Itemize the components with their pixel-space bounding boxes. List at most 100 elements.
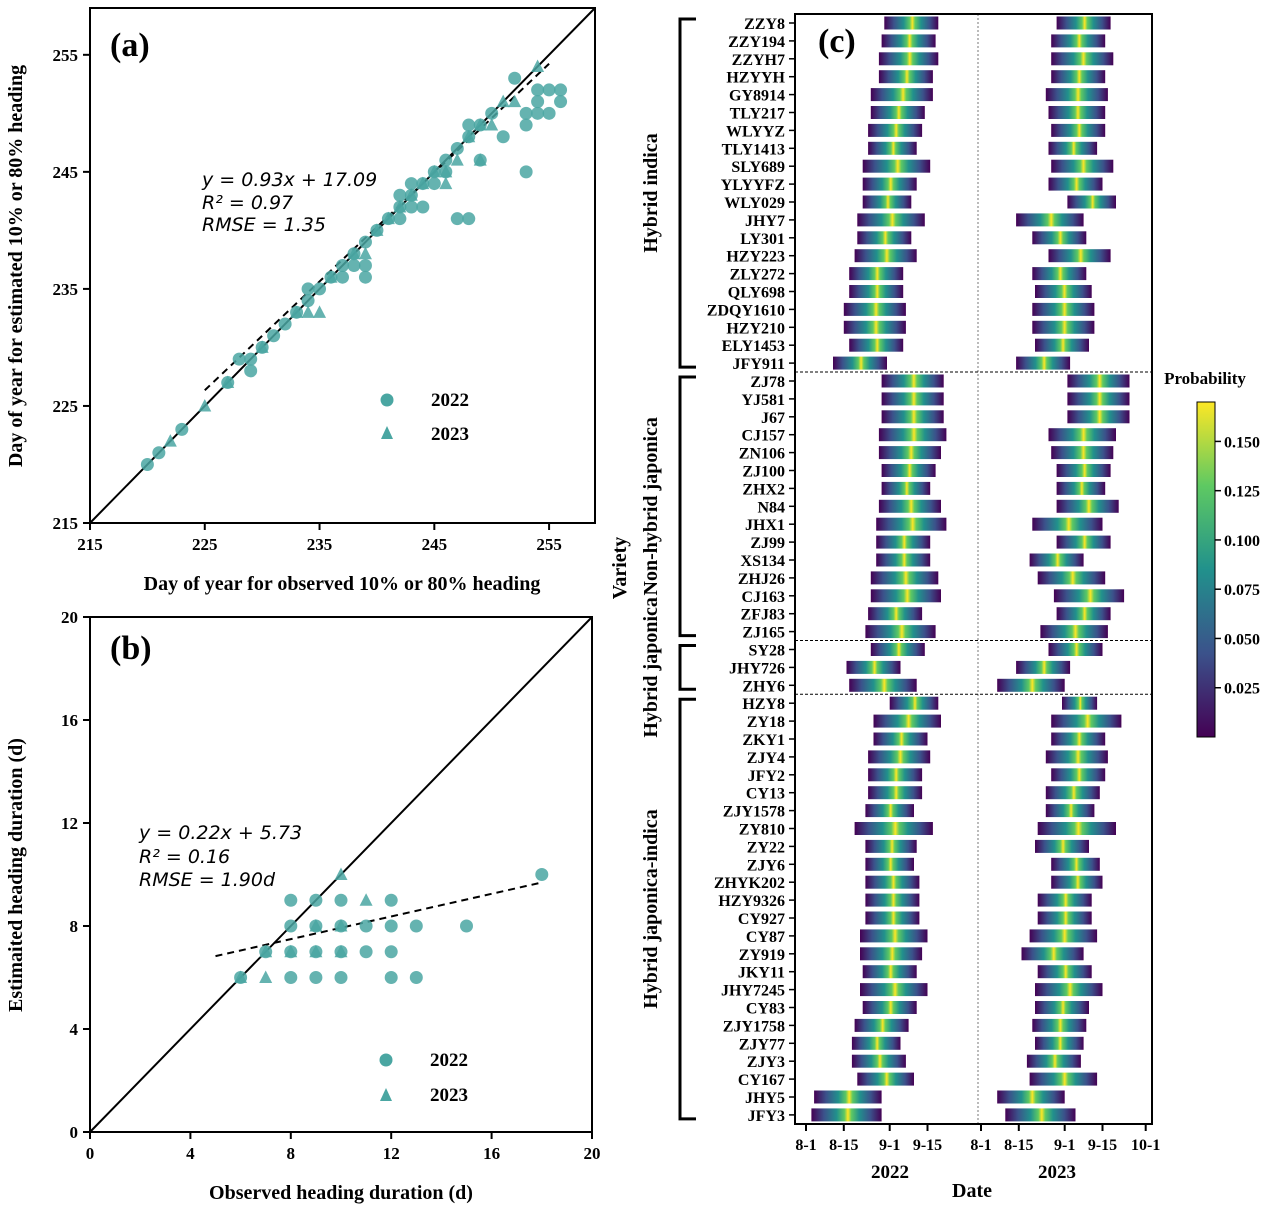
point-2023 [496,94,510,108]
bar-2023 [1051,70,1106,84]
group-label: Hybrid japonica [640,597,662,738]
point-2022 [244,352,258,366]
variety-label: WLY029 [724,195,785,212]
point-2022 [334,893,348,907]
bar-2023 [1053,589,1125,603]
bar-2022 [881,464,936,477]
x-tick-label: 9-15 [1088,1137,1117,1154]
point-2022 [554,95,568,109]
bar-2023 [1045,750,1108,764]
x-tick-label: 8-1 [795,1137,816,1154]
point-2023 [393,199,407,213]
bar-2023 [1029,929,1098,943]
bar-2022 [876,517,947,531]
variety-label: CY83 [746,1001,785,1018]
bar-2023 [1035,285,1092,298]
group-bracket [678,17,696,369]
point-2022 [519,165,533,179]
point-2022 [309,971,323,984]
point-2022 [334,971,348,984]
point-2023 [416,176,430,190]
colorbar-ticks: 0.025 0.050 0.075 0.100 0.125 0.150 [1215,434,1260,698]
variety-label: YLYYFZ [721,177,785,194]
x-tick-label: 225 [192,535,218,554]
bar-2022 [846,660,901,674]
legend-label-2022: 2022 [430,1050,468,1071]
variety-label: ZJ100 [742,464,785,481]
point-2023 [290,305,304,318]
point-2022 [508,71,522,85]
bar-2022 [849,338,904,352]
panel-a-y-label: Day of year for estimated 10% or 80% hea… [5,65,27,467]
point-2023 [370,223,384,236]
variety-label: JFY911 [733,356,785,373]
bar-2023 [1037,911,1092,925]
panel-c-y-label: Variety [609,537,631,600]
panel-b-points [234,867,549,984]
point-2022 [358,235,372,249]
point-2023 [439,164,453,178]
colorbar-tick-label: 0.100 [1224,533,1260,550]
bar-2022 [854,1018,909,1032]
variety-label: ZZY194 [728,34,785,51]
bar-2023 [1045,804,1095,818]
panel-a-annotation-rmse: RMSE = 1.35 [202,214,326,236]
point-2023 [358,246,372,260]
group-label: Non-hybrid japonica [640,417,662,595]
variety-label: N84 [757,499,785,516]
bar-2023 [1016,356,1071,370]
point-2022 [439,153,453,167]
bar-2022 [860,983,928,997]
point-2023 [309,944,323,958]
point-2022 [284,893,298,907]
bar-2022 [857,213,925,227]
point-2022 [301,282,315,296]
bar-2022 [865,804,914,818]
bar-2022 [870,88,933,102]
bar-2023 [1056,499,1119,513]
bar-2023 [1056,607,1111,621]
bar-2022 [881,410,944,424]
bar-2022 [868,141,917,155]
variety-label: ZJY4 [747,750,785,767]
variety-label: JHY5 [745,1090,785,1107]
point-2022 [450,141,464,155]
bar-2022 [870,106,925,119]
bar-2022 [814,1090,882,1104]
bar-2023 [1032,517,1103,531]
variety-label: ELY1453 [722,338,785,355]
point-2023 [508,94,522,108]
variety-label: HZY210 [726,320,785,337]
x-tick-label: 235 [307,535,333,554]
bar-2023 [1051,159,1114,173]
group-bracket [678,697,696,1121]
point-2022 [542,106,556,120]
bar-2022 [833,356,887,370]
colorbar-tick-label: 0.025 [1224,681,1260,698]
bar-2022 [843,320,906,334]
point-2022 [336,259,349,272]
panel-b-annotation-rmse: RMSE = 1.90d [139,869,276,891]
x-tick-label: 10-1 [1131,1137,1160,1154]
bar-2022 [857,1072,914,1086]
bar-2022 [870,571,939,585]
variety-label: JFY3 [748,1108,785,1125]
bar-2022 [870,589,941,603]
x-tick-label: 9-15 [913,1137,942,1154]
bar-2023 [1032,267,1087,281]
variety-label: ZHJ26 [738,571,785,588]
variety-label: ZY18 [747,714,785,731]
variety-label: HZYYH [726,70,785,87]
bar-2022 [868,607,923,621]
point-2023 [234,970,248,983]
bar-2023 [1051,857,1100,871]
variety-label: CJ157 [741,428,785,445]
panel-a-scatter: 215 225 235 245 255 215 225 235 245 255 (a) y = 0… [5,7,596,595]
bar-2022 [862,1001,917,1014]
point-2022 [416,200,430,214]
variety-label: ZLY272 [730,267,785,284]
bar-2023 [1067,195,1116,209]
bar-2023 [1051,714,1122,728]
bar-2023 [1067,392,1130,406]
variety-label: HZY223 [726,249,785,266]
